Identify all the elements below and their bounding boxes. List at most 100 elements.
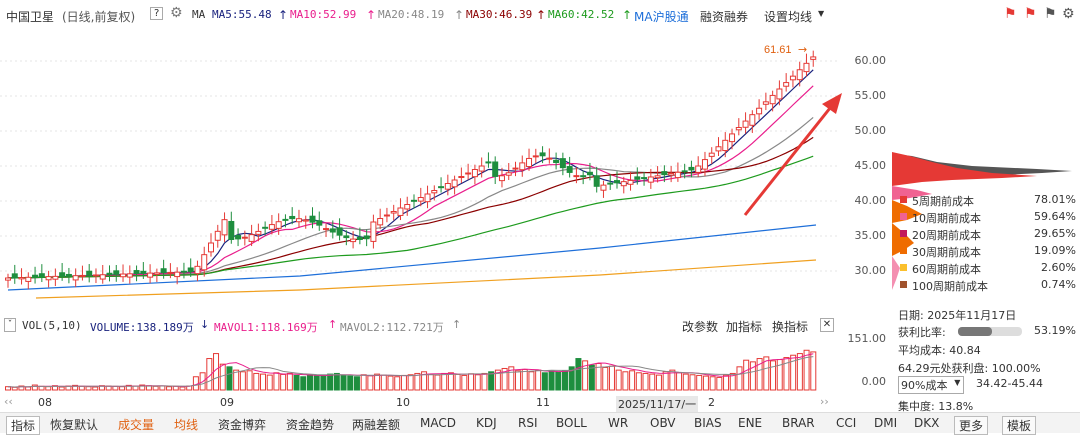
vol-axis-bottom: 0.00 [861, 375, 887, 388]
indicator-tabs: 指标 恢复默认 成交量 均线 资金博弈 资金趋势 两融差额 MACD KDJ RSI BOLL WR O… [0, 412, 1080, 435]
stock-name: 中国卫星 [6, 10, 55, 24]
candle [438, 186, 445, 189]
indicator-tab[interactable]: 资金博弈 [218, 418, 267, 432]
date-axis: ‹‹ 08 09 10 11 2025/11/17/一 2 ›› [0, 393, 840, 412]
indicator-tab[interactable]: RSI [518, 416, 538, 430]
candle [729, 133, 736, 143]
volume-bar [280, 373, 287, 391]
chevron-down-icon: ▼ [818, 9, 825, 18]
indicator-tab[interactable]: 模板 [1002, 416, 1037, 435]
volume-bar [763, 356, 770, 391]
indicator-tab[interactable]: BOLL [556, 416, 587, 430]
add-indicator-button[interactable]: 加指标 [726, 320, 763, 334]
candle [18, 277, 25, 280]
indicator-tab[interactable]: 均线 [174, 418, 199, 432]
indicator-tab[interactable]: 恢复默认 [50, 418, 99, 432]
volume-bar [729, 372, 736, 391]
candle [316, 220, 323, 226]
candle [573, 175, 580, 178]
volume-bar [394, 376, 401, 391]
volume-bar [387, 375, 394, 391]
chip-cost-row: 10周期前成本 59.64% [898, 209, 1076, 225]
volume-bar [320, 374, 327, 391]
ma-lines [7, 69, 817, 299]
profit-ratio-pct: 53.19% [1034, 324, 1076, 337]
mavol1-value: MAVOL1:118.169万 [214, 321, 318, 334]
chevron-left-icon[interactable]: ‹‹ [4, 395, 13, 408]
flag-icon[interactable]: ⚑ [1044, 6, 1057, 22]
volume-bar [608, 365, 615, 391]
collapse-icon[interactable]: ˇ [4, 318, 16, 332]
ma-hsgt[interactable]: MA沪股通 [634, 10, 689, 24]
volume-bar [51, 385, 58, 391]
volume-bar [45, 386, 52, 391]
close-icon[interactable]: ✕ [820, 318, 834, 332]
candle [268, 224, 275, 230]
change-params-button[interactable]: 改参数 [682, 320, 719, 334]
indicator-tab[interactable]: 资金趋势 [286, 418, 335, 432]
candle [607, 182, 614, 185]
candle [11, 273, 18, 279]
candle [634, 176, 641, 180]
gear-icon[interactable]: ⚙ [170, 5, 183, 21]
arrow-up-icon: ↑ [536, 8, 547, 22]
candle [674, 171, 681, 179]
indicator-tab[interactable]: MACD [420, 416, 456, 430]
indicator-tab[interactable]: 两融差额 [352, 418, 401, 432]
indicator-tab[interactable]: KDJ [476, 416, 497, 430]
volume-bar [434, 374, 441, 391]
candlestick-chart[interactable]: 61.61 → [0, 28, 890, 308]
ma-line [7, 155, 814, 279]
candle [695, 165, 702, 173]
candle [390, 211, 397, 214]
candle [309, 215, 316, 223]
ma20-value: MA20:48.19 [378, 8, 445, 21]
candle [329, 228, 336, 233]
switch-indicator-button[interactable]: 换指标 [772, 320, 809, 334]
flag-icon[interactable]: ⚑ [1004, 6, 1017, 22]
candle [221, 219, 228, 236]
candle [235, 235, 242, 240]
chevron-right-icon[interactable]: ›› [820, 395, 829, 408]
indicator-tab[interactable]: WR [608, 416, 629, 430]
volume-bar [528, 371, 535, 391]
ma250-line [35, 259, 817, 299]
indicator-tab[interactable]: DMI [874, 416, 898, 430]
margin-trading-button[interactable]: 融资融券 [700, 10, 749, 24]
cost-select[interactable]: 90%成本 ▼ [898, 376, 965, 394]
candle [201, 254, 208, 271]
indicator-tab[interactable]: ENE [738, 416, 763, 430]
chip-histogram [892, 152, 1072, 290]
indicator-tab[interactable]: OBV [650, 416, 676, 430]
indicator-tab[interactable]: DKX [914, 416, 940, 430]
volume-bar [427, 373, 434, 391]
volume-bar [380, 374, 387, 391]
candle [735, 127, 742, 131]
candle [275, 221, 282, 229]
volume-bar [743, 359, 750, 391]
indicator-tab[interactable]: 更多 [954, 416, 989, 435]
candle [140, 270, 147, 274]
volume-chart[interactable] [0, 337, 840, 392]
price-tick-label: 40.00 [854, 194, 887, 207]
volume-bar [353, 376, 360, 391]
indicator-tab[interactable]: 成交量 [118, 418, 155, 432]
candle [796, 69, 803, 81]
candle [526, 157, 533, 168]
ma10-value: MA10:52.99 [290, 8, 357, 21]
volume-bar [582, 360, 589, 391]
volume-bar [481, 372, 488, 391]
help-button[interactable]: ? [150, 7, 164, 20]
volume-bar [783, 357, 790, 391]
indicator-tab[interactable]: CCI [836, 416, 857, 430]
candle [492, 161, 499, 177]
candle [153, 272, 160, 275]
ma-settings-button[interactable]: 设置均线 [764, 10, 813, 24]
indicator-tab[interactable]: BRAR [782, 416, 815, 430]
indicator-tab[interactable]: BIAS [694, 416, 722, 430]
indicator-tab[interactable]: 指标 [6, 416, 41, 435]
flag-icon[interactable]: ⚑ [1024, 6, 1037, 22]
chevron-down-icon: ▼ [954, 378, 961, 387]
gear-icon[interactable]: ⚙ [1062, 6, 1075, 22]
candle [45, 276, 52, 281]
